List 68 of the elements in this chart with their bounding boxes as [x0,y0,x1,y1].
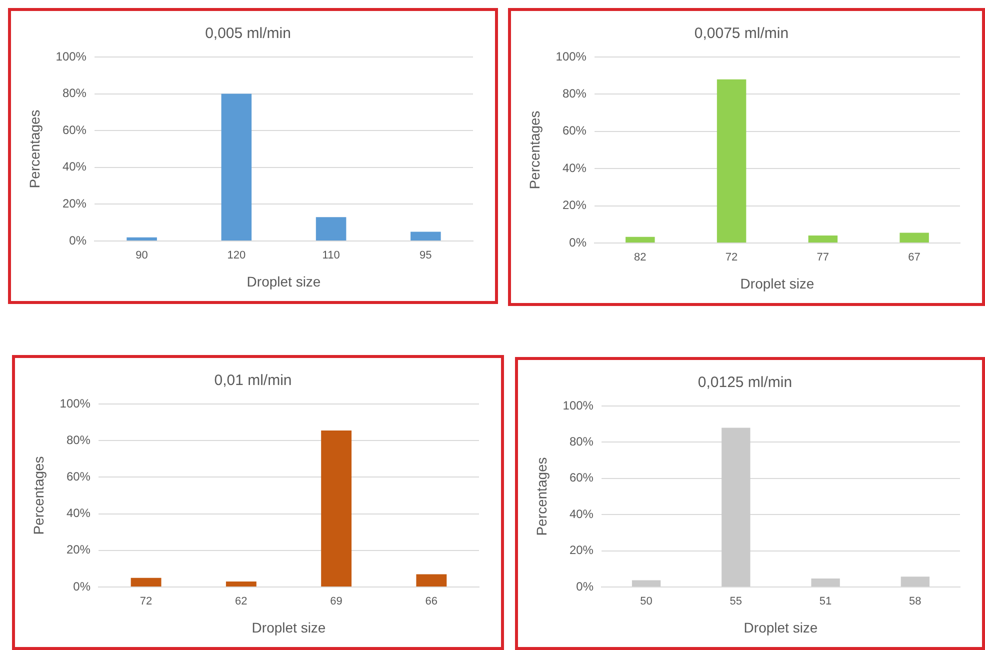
y-tick-label: 0% [73,579,91,594]
bar [416,574,447,586]
x-axis-title: Droplet size [744,619,818,636]
x-axis-title: Droplet size [252,619,326,636]
y-axis-title: Percentages [526,110,542,190]
y-axis-title: Percentages [533,457,550,536]
x-tick-label: 50 [640,596,652,608]
x-tick-label: 110 [322,250,340,262]
chart-title: 0,005 ml/min [205,25,291,42]
x-axis-title: Droplet size [740,275,814,292]
y-tick-label: 100% [556,49,587,64]
bar [722,428,750,586]
y-tick-label: 20% [62,196,87,211]
y-tick-label: 40% [569,506,594,521]
bar [626,236,655,242]
bar [130,578,162,586]
y-tick-label: 80% [66,432,91,447]
x-tick-label: 55 [730,596,742,608]
y-tick-label: 40% [562,160,587,175]
y-tick-label: 60% [66,470,91,484]
y-tick-label: 0% [576,579,594,594]
y-axis-title: Percentages [26,110,42,188]
x-tick-label: 90 [136,250,148,262]
bar [410,232,441,240]
x-tick-label: 72 [725,252,738,264]
y-tick-label: 80% [62,86,87,100]
x-tick-label: 62 [235,596,248,608]
y-tick-label: 20% [569,543,594,558]
x-axis-title: Droplet size [246,273,321,290]
x-tick-label: 72 [140,596,152,608]
bar [900,232,929,242]
y-tick-label: 40% [66,506,91,520]
y-tick-label: 100% [56,49,87,64]
y-tick-label: 80% [562,86,587,101]
x-tick-label: 66 [425,596,438,608]
bar [126,237,157,240]
y-tick-label: 20% [66,542,91,557]
y-tick-label: 60% [562,124,587,138]
bar [321,430,352,586]
bar [632,580,661,586]
y-tick-label: 60% [62,122,87,137]
x-tick-label: 95 [420,250,432,262]
x-tick-label: 51 [819,596,832,608]
bar [226,582,256,586]
bar [900,576,930,586]
y-tick-label: 40% [62,160,87,174]
x-tick-label: 58 [909,596,922,608]
chart-title: 0,0075 ml/min [694,25,789,42]
bar [316,217,346,240]
bar [811,578,840,586]
y-tick-label: 0% [69,233,87,248]
x-tick-label: 67 [908,252,920,264]
y-tick-label: 0% [569,235,587,250]
y-tick-label: 80% [569,434,594,449]
x-tick-label: 120 [227,250,246,262]
y-tick-label: 20% [562,198,587,212]
y-tick-label: 100% [60,396,91,410]
x-tick-label: 69 [330,596,342,608]
chart-title: 0,0125 ml/min [698,374,792,392]
bar [221,94,252,240]
chart-title: 0,01 ml/min [214,372,292,390]
y-axis-title: Percentages [30,456,46,535]
y-tick-label: 100% [562,398,594,412]
x-tick-label: 77 [816,252,830,264]
bar [808,236,838,242]
bar [716,79,746,242]
y-tick-label: 60% [569,470,594,485]
x-tick-label: 82 [634,252,646,264]
